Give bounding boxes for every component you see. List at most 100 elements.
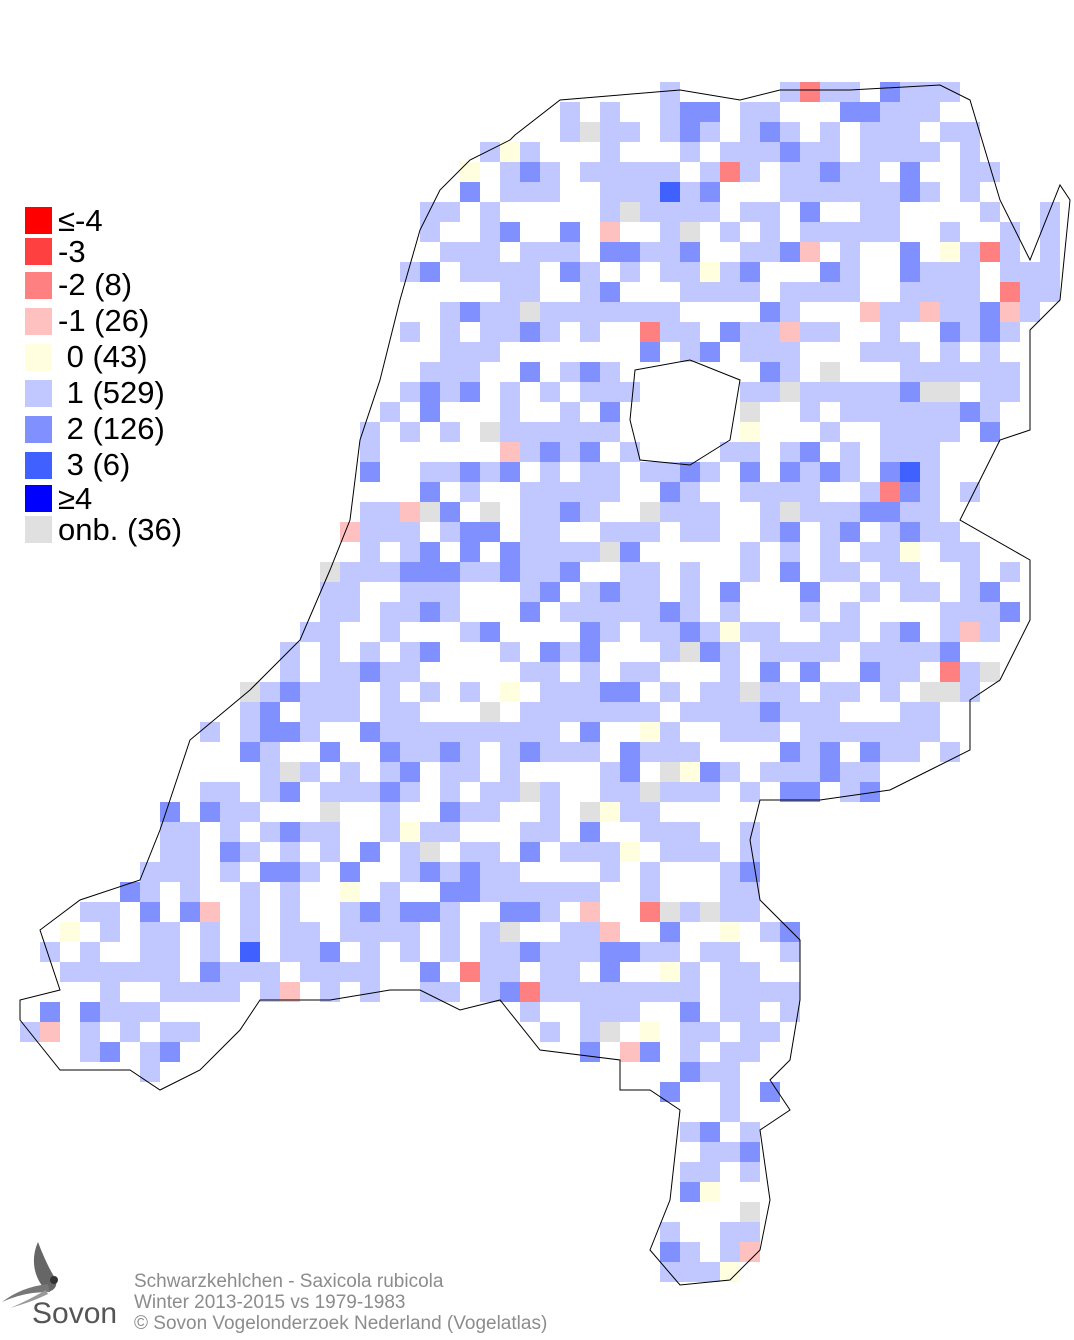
grid-cell (900, 302, 920, 322)
grid-cell (740, 122, 760, 142)
grid-cell (400, 582, 420, 602)
grid-cell (540, 482, 560, 502)
grid-cell (560, 962, 580, 982)
grid-cell (600, 482, 620, 502)
grid-cell (940, 542, 960, 562)
grid-cell (680, 982, 700, 1002)
grid-cell (620, 442, 640, 462)
grid-cell (180, 882, 200, 902)
grid-cell (400, 602, 420, 622)
grid-cell (420, 602, 440, 622)
grid-cell (300, 722, 320, 742)
grid-cell (580, 682, 600, 702)
grid-cell (680, 1242, 700, 1262)
grid-cell (140, 1002, 160, 1022)
grid-cell (840, 722, 860, 742)
grid-cell (720, 1082, 740, 1102)
grid-cell (700, 102, 720, 122)
grid-cell (260, 722, 280, 742)
grid-cell (580, 1002, 600, 1022)
grid-cell (340, 882, 360, 902)
grid-cell (160, 1042, 180, 1062)
grid-cell (740, 262, 760, 282)
grid-cell (480, 702, 500, 722)
grid-cell (740, 782, 760, 802)
grid-cell (360, 662, 380, 682)
grid-cell (260, 822, 280, 842)
grid-cell (580, 282, 600, 302)
grid-cell (900, 142, 920, 162)
grid-cell (480, 142, 500, 162)
legend-item: -1 (26) (25, 303, 182, 339)
grid-cell (560, 982, 580, 1002)
grid-cell (620, 302, 640, 322)
grid-cell (280, 642, 300, 662)
grid-cell (700, 182, 720, 202)
grid-cell (440, 242, 460, 262)
grid-cell (360, 642, 380, 662)
grid-cell (580, 162, 600, 182)
grid-cell (240, 922, 260, 942)
grid-cell (720, 1142, 740, 1162)
grid-cell (720, 1062, 740, 1082)
grid-cell (480, 522, 500, 542)
grid-cell (1040, 282, 1060, 302)
grid-cell (860, 582, 880, 602)
grid-cell (800, 382, 820, 402)
grid-cell (1000, 562, 1020, 582)
grid-cell (620, 242, 640, 262)
grid-cell (640, 582, 660, 602)
grid-cell (420, 202, 440, 222)
grid-cell (400, 422, 420, 442)
grid-cell (400, 842, 420, 862)
grid-cell (900, 542, 920, 562)
grid-cell (680, 102, 700, 122)
grid-cell (700, 1022, 720, 1042)
grid-cell (600, 702, 620, 722)
grid-cell (860, 302, 880, 322)
grid-cell (80, 1002, 100, 1022)
grid-cell (240, 742, 260, 762)
grid-cell (780, 642, 800, 662)
grid-cell (200, 902, 220, 922)
grid-cell (700, 162, 720, 182)
grid-cell (640, 302, 660, 322)
grid-cell (320, 562, 340, 582)
grid-cell (720, 622, 740, 642)
grid-cell (960, 622, 980, 642)
grid-cell (600, 602, 620, 622)
grid-cell (380, 622, 400, 642)
grid-cell (360, 502, 380, 522)
grid-cell (620, 542, 640, 562)
grid-cell (580, 842, 600, 862)
grid-cell (580, 442, 600, 462)
grid-cell (360, 442, 380, 462)
grid-cell (800, 462, 820, 482)
grid-cell (520, 662, 540, 682)
grid-cell (480, 342, 500, 362)
grid-cell (600, 222, 620, 242)
grid-cell (680, 322, 700, 342)
grid-cell (920, 702, 940, 722)
grid-cell (640, 1042, 660, 1062)
grid-cell (660, 942, 680, 962)
grid-cell (660, 262, 680, 282)
grid-cell (420, 862, 440, 882)
grid-cell (680, 1042, 700, 1062)
grid-cell (980, 382, 1000, 402)
grid-cell (600, 982, 620, 1002)
grid-cell (560, 422, 580, 442)
grid-cell (860, 202, 880, 222)
grid-cell (700, 202, 720, 222)
grid-cell (480, 262, 500, 282)
legend-label: ≥4 (58, 480, 93, 516)
grid-cell (860, 482, 880, 502)
grid-cell (500, 262, 520, 282)
grid-cell (780, 782, 800, 802)
grid-cell (660, 602, 680, 622)
grid-cell (600, 682, 620, 702)
grid-cell (620, 762, 640, 782)
grid-cell (580, 262, 600, 282)
grid-cell (680, 462, 700, 482)
grid-cell (760, 302, 780, 322)
